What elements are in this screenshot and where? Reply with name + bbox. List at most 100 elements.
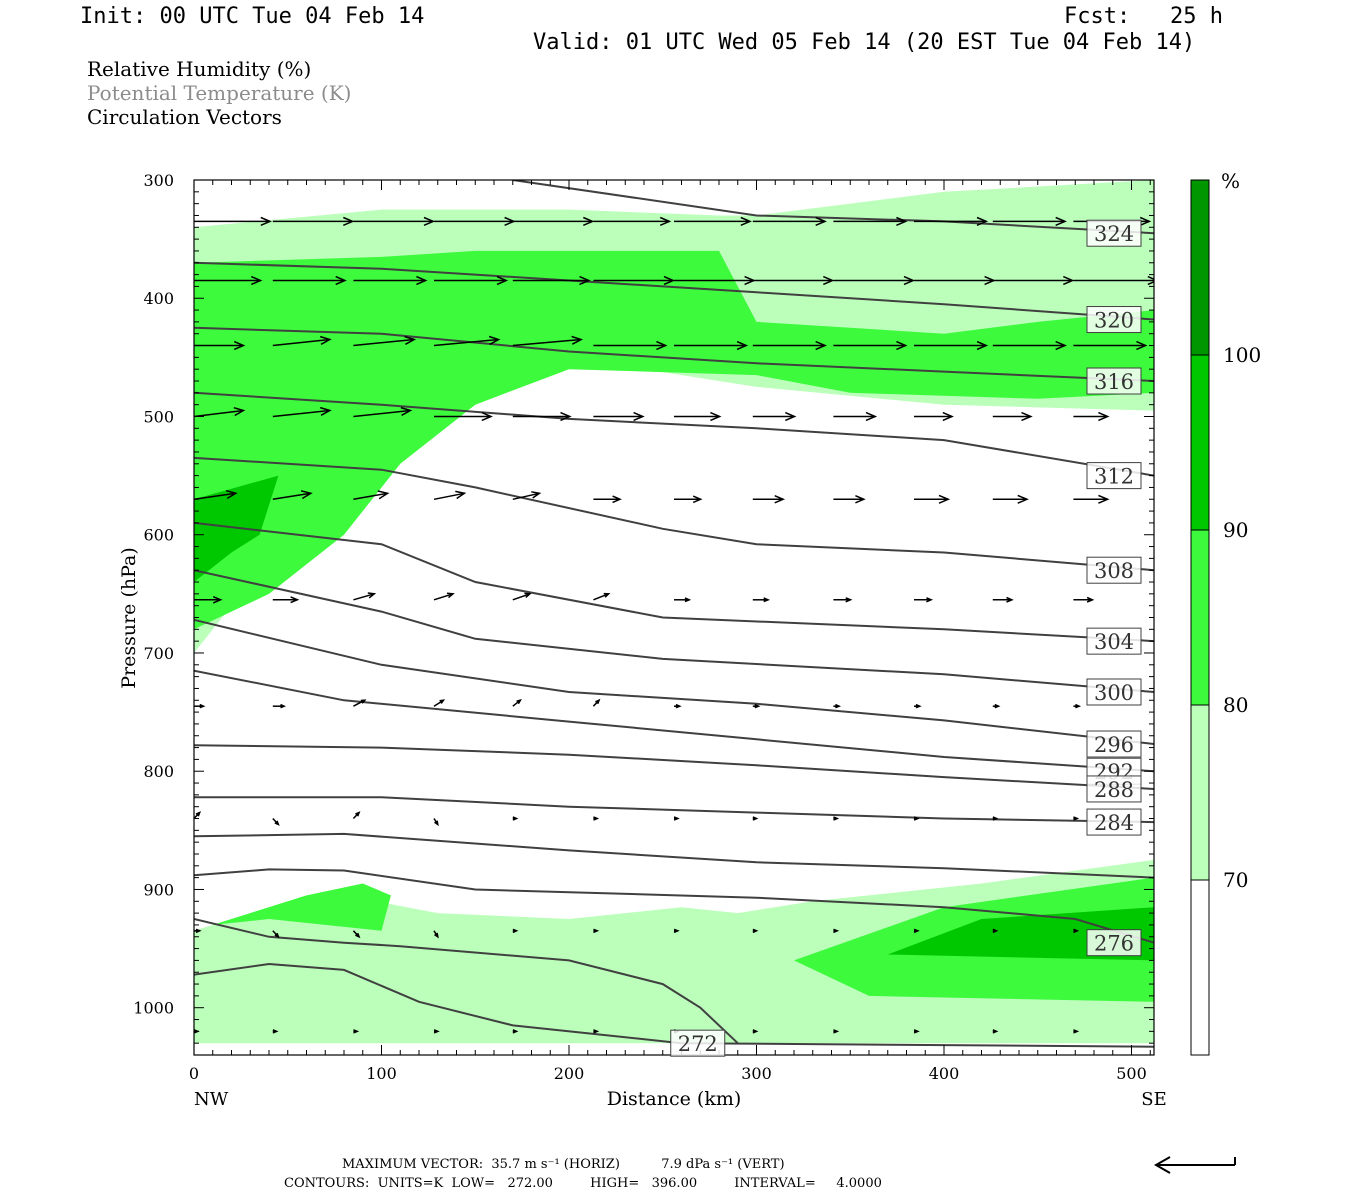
vector-head <box>434 820 439 827</box>
vector-1-1 <box>272 275 347 286</box>
vector-2-9 <box>914 340 989 351</box>
vector-head <box>913 816 920 821</box>
vector-6-8 <box>833 703 842 709</box>
vector-head <box>752 928 759 934</box>
x-end-label-left: NW <box>194 1089 229 1110</box>
theta-label-box-288 <box>1086 775 1142 803</box>
vector-7-6 <box>673 816 680 821</box>
vector-head <box>377 490 390 500</box>
vector-head <box>593 1029 600 1034</box>
vector-7-10 <box>992 816 999 821</box>
vector-2-8 <box>833 340 908 351</box>
vector-head <box>195 928 202 934</box>
vector-3-10 <box>992 411 1033 422</box>
vector-7-5 <box>593 816 600 821</box>
vector-shaft <box>353 699 366 707</box>
vector-8-10 <box>992 928 999 934</box>
vector-head <box>673 816 680 821</box>
vector-1-4 <box>512 275 591 286</box>
vector-3-8 <box>833 411 878 422</box>
vector-head <box>1055 340 1067 351</box>
vector-head <box>571 335 584 345</box>
contour-info-note: CONTOURS: UNITS=K LOW= 272.00 HIGH= 396.… <box>284 1176 882 1191</box>
vector-head <box>845 597 853 603</box>
vector-2-11 <box>1073 340 1148 351</box>
vector-7-7 <box>752 816 759 821</box>
rh-region-80-4 <box>212 883 391 931</box>
theta-label-text-312: 312 <box>1094 465 1134 489</box>
theta-contour-296 <box>194 618 1154 745</box>
vector-head <box>1136 340 1148 351</box>
vector-5-3 <box>433 592 455 601</box>
vector-head <box>455 490 467 500</box>
vector-4-9 <box>914 494 951 504</box>
vector-5-4 <box>512 592 532 601</box>
vector-head <box>1147 275 1154 286</box>
vector-head <box>1006 596 1014 603</box>
vector-4-6 <box>674 495 703 504</box>
vector-6-3 <box>433 699 446 707</box>
vector-7-9 <box>913 816 920 821</box>
theta-contour-320 <box>194 261 1154 321</box>
vector-3-1 <box>272 406 332 418</box>
vector-6-2 <box>353 699 367 707</box>
theta-label-320: 320 <box>1086 306 1142 334</box>
legend-vectors: Circulation Vectors <box>87 105 282 129</box>
vector-8-5 <box>593 928 600 934</box>
vector-head <box>355 932 361 939</box>
vector-4-4 <box>512 491 542 501</box>
vector-head <box>833 1029 840 1034</box>
vector-head <box>915 703 922 709</box>
vector-6-10 <box>992 703 1001 709</box>
vector-4-7 <box>752 495 786 504</box>
theta-label-text-308: 308 <box>1094 559 1134 583</box>
vector-head <box>233 406 246 417</box>
vector-9-5 <box>593 1029 600 1034</box>
vector-head <box>976 216 989 226</box>
vector-head <box>233 340 246 351</box>
vector-head <box>343 216 355 226</box>
theta-label-box-296 <box>1086 730 1142 758</box>
vector-3-5 <box>593 411 645 422</box>
vector-3-0 <box>194 406 246 418</box>
theta-label-box-304 <box>1086 627 1142 655</box>
max-vector-legend-arrow <box>1153 1156 1236 1174</box>
vector-head <box>896 216 908 226</box>
vector-head <box>300 490 313 500</box>
vector-head <box>740 216 752 226</box>
colorbar-segment-3 <box>1191 355 1209 530</box>
theta-label-box-276 <box>1086 929 1142 957</box>
vector-4-8 <box>833 495 866 504</box>
vector-head <box>1073 1029 1080 1034</box>
vector-1-11 <box>1073 275 1154 286</box>
theta-contour-312 <box>194 391 1154 477</box>
theta-contour-300 <box>194 569 1154 693</box>
theta-label-296: 296 <box>1086 730 1142 758</box>
vector-head <box>663 275 676 286</box>
vector-7-0 <box>194 811 202 820</box>
theta-contour-284 <box>194 796 1154 824</box>
x-tick-label-100: 100 <box>366 1064 397 1083</box>
vector-head <box>367 592 377 599</box>
vector-head <box>260 216 272 226</box>
vector-head <box>833 928 840 934</box>
vector-2-4 <box>512 335 584 347</box>
max-vector-note: MAXIMUM VECTOR: 35.7 m s⁻¹ (HORIZ) 7.9 d… <box>342 1157 785 1172</box>
vector-9-2 <box>353 1029 360 1034</box>
vector-shaft <box>272 338 330 347</box>
vector-head <box>593 816 600 821</box>
vector-head <box>524 592 532 598</box>
vector-head <box>823 275 835 286</box>
vector-2-7 <box>752 340 827 351</box>
theta-label-box-316 <box>1086 367 1142 395</box>
vector-head <box>496 275 509 286</box>
y-tick-label-700: 700 <box>143 644 174 663</box>
vector-3-6 <box>674 411 722 422</box>
theta-contour-288 <box>194 744 1154 790</box>
vector-shaft <box>512 338 582 347</box>
theta-label-text-316: 316 <box>1094 370 1134 394</box>
vector-4-3 <box>433 490 467 501</box>
colorbar-segment-4 <box>1191 180 1209 355</box>
vector-7-1 <box>272 817 280 826</box>
colorbar-label-70: 70 <box>1223 868 1248 892</box>
